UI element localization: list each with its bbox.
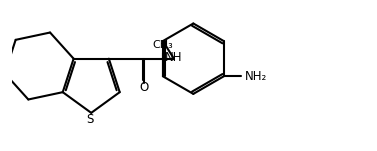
Text: CH₃: CH₃: [152, 40, 173, 50]
Text: S: S: [87, 113, 94, 126]
Text: NH₂: NH₂: [245, 70, 267, 83]
Text: NH: NH: [165, 51, 183, 64]
Text: O: O: [139, 81, 149, 95]
